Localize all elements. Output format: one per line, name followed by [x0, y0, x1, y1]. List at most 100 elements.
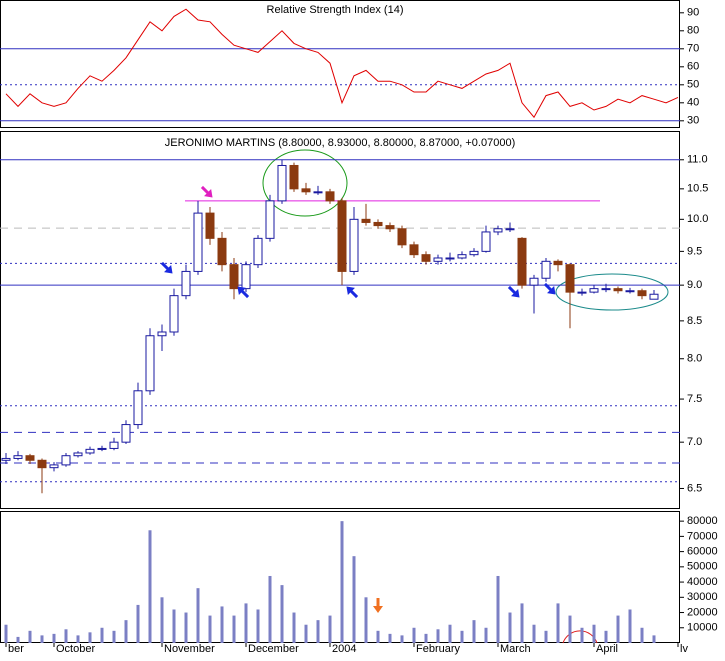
- volume-bar: [136, 604, 140, 643]
- y-tick-label: 90: [687, 7, 699, 19]
- volume-bar: [640, 627, 644, 643]
- candle-body: [73, 452, 83, 457]
- volume-bar: [232, 615, 236, 643]
- y-tick-label: 60000: [687, 546, 718, 558]
- volume-bar: [64, 629, 68, 643]
- y-tick-label: 8.5: [687, 315, 702, 327]
- rsi-line: [5, 8, 679, 119]
- y-tick-label: 80: [687, 25, 699, 37]
- y-tick-label: 10.0: [687, 213, 708, 225]
- y-tick-label: 70000: [687, 530, 718, 542]
- x-tick-label: December: [248, 643, 299, 655]
- highlight-arc: [562, 630, 598, 644]
- candle-body: [13, 455, 23, 459]
- candle-body: [133, 390, 143, 426]
- y-tick-label: 80000: [687, 515, 718, 527]
- candle-body: [169, 295, 179, 333]
- annotation-arrow: [507, 285, 520, 298]
- volume-bar: [316, 620, 320, 643]
- volume-bar: [520, 603, 524, 643]
- candle-body: [181, 270, 191, 297]
- candle-body: [565, 264, 575, 293]
- volume-bar: [268, 575, 272, 643]
- volume-bar: [172, 609, 176, 643]
- volume-bar: [352, 556, 356, 643]
- candle-body: [337, 200, 347, 272]
- volume-bar: [244, 603, 248, 643]
- candle-body: [613, 288, 623, 292]
- volume-bar: [76, 635, 80, 643]
- volume-panel: [0, 511, 680, 643]
- volume-bar: [448, 624, 452, 643]
- candle-body: [121, 424, 131, 443]
- x-tick-label: November: [164, 643, 215, 655]
- y-tick-label: 6.5: [687, 482, 702, 494]
- volume-bar: [460, 630, 464, 643]
- volume-bar: [376, 630, 380, 643]
- candle-body: [325, 191, 335, 202]
- volume-bar: [124, 620, 128, 643]
- arrow-head: [373, 606, 383, 613]
- y-tick-label: 9.5: [687, 245, 702, 257]
- volume-bar: [544, 630, 548, 643]
- candle-body: [205, 212, 215, 239]
- candle-body: [241, 264, 251, 290]
- candle-body: [601, 288, 611, 291]
- volume-bar: [556, 603, 560, 643]
- x-tick-label: April: [596, 643, 618, 655]
- arrow-head: [346, 286, 355, 295]
- volume-bar: [532, 624, 536, 643]
- candle-body: [469, 250, 479, 256]
- price-panel: [0, 131, 680, 509]
- x-tick-label: February: [416, 643, 461, 655]
- candle-body: [109, 441, 119, 449]
- volume-bar: [340, 521, 344, 643]
- candle-body: [421, 254, 431, 262]
- volume-bar: [292, 612, 296, 643]
- volume-bar: [592, 624, 596, 643]
- volume-bar: [4, 624, 8, 643]
- candle-body: [385, 225, 395, 230]
- x-tick-label: 2004: [332, 643, 356, 655]
- volume-bar: [496, 575, 500, 643]
- volume-bar: [256, 609, 260, 643]
- y-tick-label: 30: [687, 115, 699, 127]
- candle-body: [229, 264, 239, 290]
- volume-bar: [160, 597, 164, 643]
- candle-body: [505, 228, 515, 231]
- highlight-ellipse: [262, 149, 348, 217]
- candle-body: [37, 459, 47, 469]
- volume-bar: [568, 615, 572, 643]
- volume-bar: [616, 615, 620, 643]
- volume-bar: [208, 615, 212, 643]
- price-title: JERONIMO MARTINS (8.80000, 8.93000, 8.80…: [165, 137, 515, 149]
- x-tick-label: March: [500, 643, 531, 655]
- candle-body: [301, 188, 311, 193]
- annotation-arrow: [160, 261, 173, 274]
- candle-body: [553, 260, 563, 266]
- candle-body: [529, 277, 539, 286]
- volume-bar: [148, 530, 152, 643]
- candle-body: [1, 457, 11, 461]
- candle-body: [349, 218, 359, 272]
- y-tick-label: 11.0: [687, 154, 708, 166]
- candle-body: [649, 293, 659, 300]
- candle-body: [361, 218, 371, 223]
- candle-body: [61, 455, 71, 466]
- candle-body: [97, 447, 107, 450]
- candle-body: [541, 260, 551, 279]
- volume-bar: [604, 630, 608, 643]
- candle-body: [277, 164, 287, 202]
- annotation-arrow: [346, 286, 359, 299]
- y-tick-label: 10.5: [687, 183, 708, 195]
- volume-bar: [628, 609, 632, 643]
- annotations: [262, 149, 669, 644]
- arrow-head: [164, 265, 173, 274]
- candle-body: [457, 254, 467, 259]
- arrow-head: [237, 286, 246, 295]
- volume-bar: [412, 627, 416, 643]
- candle-body: [217, 237, 227, 266]
- volume-bar: [304, 624, 308, 643]
- arrow-head: [511, 289, 520, 298]
- candle-body: [265, 200, 275, 239]
